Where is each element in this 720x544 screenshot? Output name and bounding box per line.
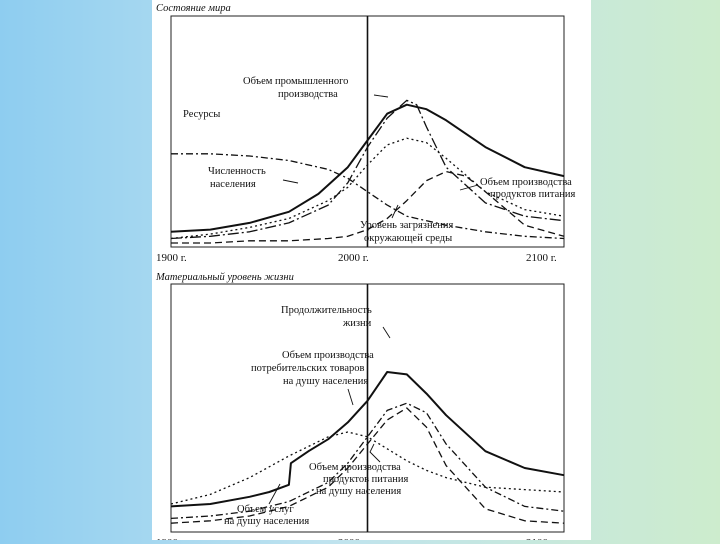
chart1-series-4 bbox=[171, 170, 565, 244]
label-life-1: Продолжительность bbox=[281, 305, 372, 316]
arrow-services bbox=[268, 483, 281, 505]
chart1-title: Состояние мира bbox=[156, 3, 231, 14]
chart1-ticks: 1900 г. 2000 г. 2100 г. bbox=[156, 252, 557, 264]
arrow-food bbox=[459, 184, 479, 191]
arrow-pollution bbox=[391, 204, 399, 219]
chart2-series bbox=[170, 284, 565, 532]
chart1-tick-0: 1900 г. bbox=[156, 252, 187, 264]
label-industry-1: Объем промышленного bbox=[243, 76, 348, 87]
label-population-2: населения bbox=[210, 179, 256, 190]
label-life-2: жизни bbox=[342, 318, 372, 329]
arrow-goods bbox=[347, 388, 354, 406]
label-goods-2: потребительских товаров bbox=[251, 363, 365, 374]
charts-svg: Состояние мира 1900 г. 2000 г. 2100 г. Объ… bbox=[155, 3, 576, 544]
arrow-industry bbox=[373, 94, 389, 98]
label-pollution-1: Уровень загрязнения bbox=[360, 220, 453, 231]
arrow-food-pc bbox=[369, 443, 381, 463]
chart2-series-0 bbox=[170, 371, 565, 508]
chart2-series-3 bbox=[170, 431, 565, 505]
label-industry-2: производства bbox=[278, 89, 338, 100]
label-food-pc-2: продуктов питания bbox=[323, 474, 409, 485]
label-food-pc-3: на душу населения bbox=[316, 486, 401, 497]
label-food-2: продуктов питания bbox=[490, 189, 576, 200]
label-services-1: Объем услуг bbox=[237, 504, 294, 515]
label-services-2: на душу населения bbox=[224, 516, 309, 527]
chart2-title: Материальный уровень жизни bbox=[155, 272, 294, 283]
label-food-1: Объем производства bbox=[480, 177, 572, 188]
chart1-tick-2: 2100 г. bbox=[526, 252, 557, 264]
chart2-series-2 bbox=[170, 407, 565, 524]
arrow-life bbox=[382, 326, 391, 339]
chart1-series bbox=[170, 16, 565, 247]
label-goods-1: Объем производства bbox=[282, 350, 374, 361]
label-goods-3: на душу населения bbox=[283, 376, 368, 387]
label-population-1: Численность bbox=[208, 166, 266, 177]
label-resources: Ресурсы bbox=[183, 109, 220, 120]
label-food-pc-1: Объем производства bbox=[309, 462, 401, 473]
chart1-series-2 bbox=[170, 137, 565, 240]
arrow-population bbox=[282, 179, 299, 184]
chart1-tick-1: 2000 г. bbox=[338, 252, 369, 264]
chart1-series-1 bbox=[171, 153, 565, 240]
book-page: Состояние мира 1900 г. 2000 г. 2100 г. Объ… bbox=[152, 0, 591, 544]
label-pollution-2: окружающей среды bbox=[364, 233, 452, 244]
chart1-series-3 bbox=[170, 99, 565, 240]
chart2-series-1 bbox=[170, 402, 565, 520]
chart1-series-0 bbox=[170, 103, 565, 233]
